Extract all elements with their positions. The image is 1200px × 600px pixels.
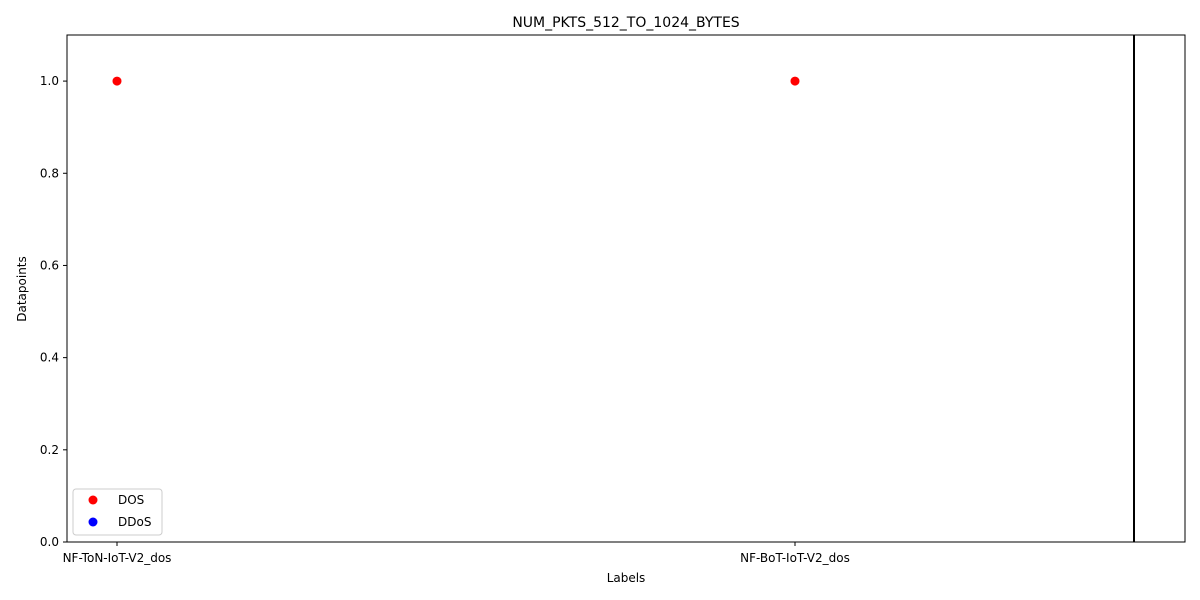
y-tick-label: 0.4 xyxy=(40,351,59,365)
y-tick-label: 0.6 xyxy=(40,258,59,272)
legend: DOS DDoS xyxy=(72,488,163,536)
x-tick-label: NF-BoT-IoT-V2_dos xyxy=(740,551,850,565)
legend-marker-dos xyxy=(88,495,98,505)
y-tick-label: 0.8 xyxy=(40,166,59,180)
data-point-dos xyxy=(790,76,800,86)
plot-frame xyxy=(66,34,1186,543)
legend-label-ddos: DDoS xyxy=(118,515,151,529)
plot-area: 0.0 0.2 0.4 0.6 0.8 1.0 NF-ToN-IoT-V2_dos NF-Bo… xyxy=(40,34,1186,565)
x-axis-label: Labels xyxy=(607,571,646,585)
y-tick-label: 0.2 xyxy=(40,443,59,457)
data-point-dos xyxy=(112,76,122,86)
y-tick-label: 0.0 xyxy=(40,535,59,549)
legend-label-dos: DOS xyxy=(118,493,144,507)
y-axis-label: Datapoints xyxy=(15,256,29,322)
x-tick-label: NF-ToN-IoT-V2_dos xyxy=(63,551,172,565)
legend-marker-ddos xyxy=(88,517,98,527)
chart-title: NUM_PKTS_512_TO_1024_BYTES xyxy=(512,15,739,31)
y-tick-label: 1.0 xyxy=(40,74,59,88)
